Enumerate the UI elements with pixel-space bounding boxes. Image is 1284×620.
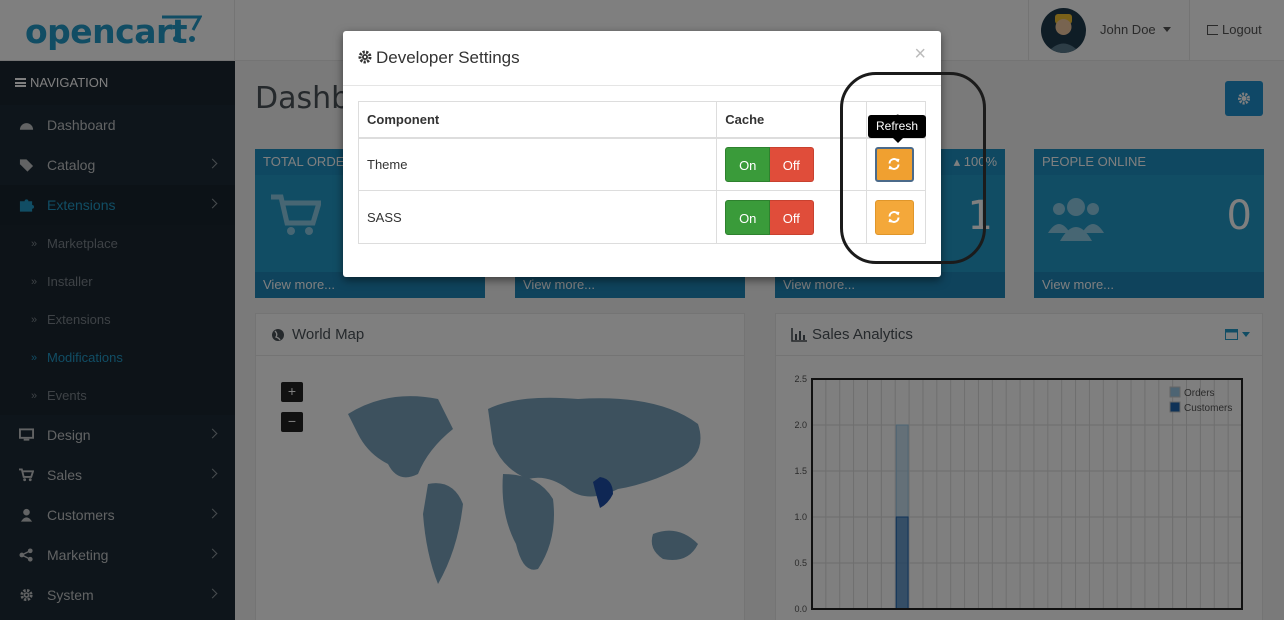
table-row: Theme On Off: [357, 137, 927, 191]
gear-icon: [358, 50, 372, 64]
modal-title: Developer Settings: [376, 48, 520, 67]
column-header: Component: [357, 101, 718, 139]
refresh-tooltip: Refresh: [868, 115, 926, 143]
close-button[interactable]: ×: [914, 43, 926, 65]
cache-on-button[interactable]: On: [725, 146, 771, 182]
component-name: Theme: [357, 137, 718, 191]
refresh-button[interactable]: [874, 199, 914, 235]
refresh-icon: [888, 211, 900, 223]
modal-header: Developer Settings ×: [343, 31, 941, 86]
refresh-button[interactable]: [874, 146, 914, 182]
cache-off-button[interactable]: Off: [769, 146, 814, 182]
component-name: SASS: [357, 190, 718, 244]
cache-off-button[interactable]: Off: [769, 199, 814, 235]
refresh-icon: [888, 158, 900, 171]
highlight-annotation: [840, 72, 986, 264]
cache-on-button[interactable]: On: [725, 199, 771, 235]
